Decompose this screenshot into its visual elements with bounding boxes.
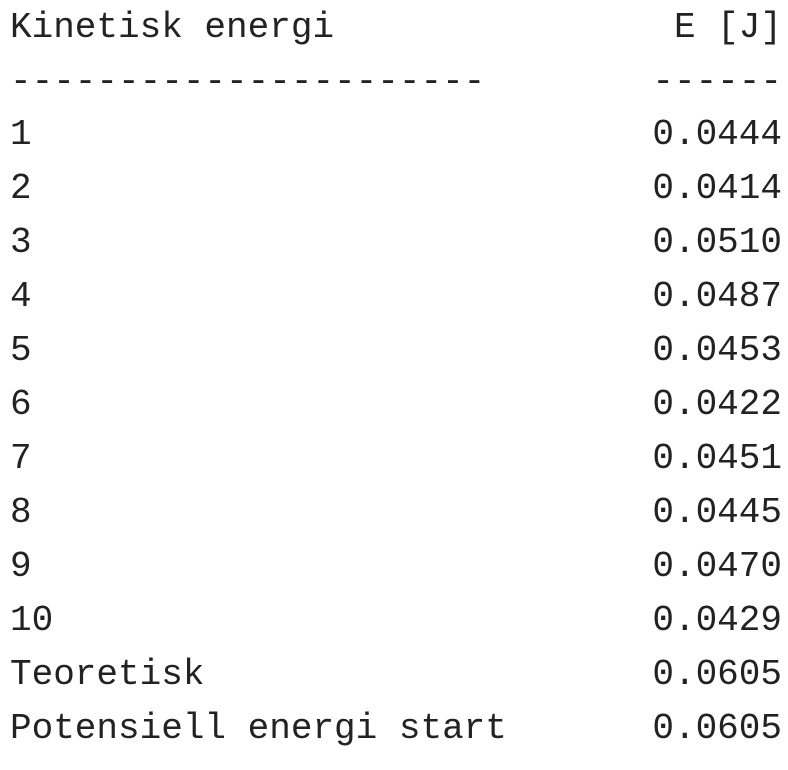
table-row: 8 0.0445 — [10, 486, 782, 540]
header-label: Kinetisk energi — [10, 7, 335, 48]
row-label: 8 — [10, 492, 32, 533]
table-row: 3 0.0510 — [10, 216, 782, 270]
table-row: 6 0.0422 — [10, 378, 782, 432]
header-unit: E [J] — [673, 7, 782, 48]
table-header: Kinetisk energi E [J] — [10, 0, 782, 56]
row-label: 2 — [10, 168, 32, 209]
table-row: 2 0.0414 — [10, 162, 782, 216]
row-value: 0.0510 — [652, 222, 782, 263]
separator-left: ---------------------- — [10, 61, 486, 102]
table-row: 1 0.0444 — [10, 108, 782, 162]
row-label: 4 — [10, 276, 32, 317]
row-label: 6 — [10, 384, 32, 425]
row-value: 0.0422 — [652, 384, 782, 425]
table-row: Teoretisk 0.0605 — [10, 648, 782, 702]
row-value: 0.0453 — [652, 330, 782, 371]
table-row: 10 0.0429 — [10, 594, 782, 648]
energy-table: Kinetisk energi E [J] ------------------… — [10, 0, 782, 756]
table-row: 4 0.0487 — [10, 270, 782, 324]
separator-right: ------ — [652, 61, 782, 102]
row-value: 0.0605 — [652, 708, 782, 749]
row-value: 0.0451 — [652, 438, 782, 479]
table-row: 9 0.0470 — [10, 540, 782, 594]
row-value: 0.0444 — [652, 114, 782, 155]
row-label: 7 — [10, 438, 32, 479]
row-label: 9 — [10, 546, 32, 587]
row-label: 5 — [10, 330, 32, 371]
row-label: 10 — [10, 600, 54, 641]
row-label: Potensiell energi start — [10, 708, 507, 749]
row-value: 0.0414 — [652, 168, 782, 209]
table-row: 7 0.0451 — [10, 432, 782, 486]
row-label: 1 — [10, 114, 32, 155]
row-value: 0.0429 — [652, 600, 782, 641]
header-separator: ---------------------- ------ — [10, 56, 782, 108]
row-value: 0.0445 — [652, 492, 782, 533]
table-row: Potensiell energi start 0.0605 — [10, 702, 782, 756]
row-value: 0.0470 — [652, 546, 782, 587]
row-value: 0.0605 — [652, 654, 782, 695]
row-label: Teoretisk — [10, 654, 205, 695]
row-label: 3 — [10, 222, 32, 263]
table-row: 5 0.0453 — [10, 324, 782, 378]
row-value: 0.0487 — [652, 276, 782, 317]
